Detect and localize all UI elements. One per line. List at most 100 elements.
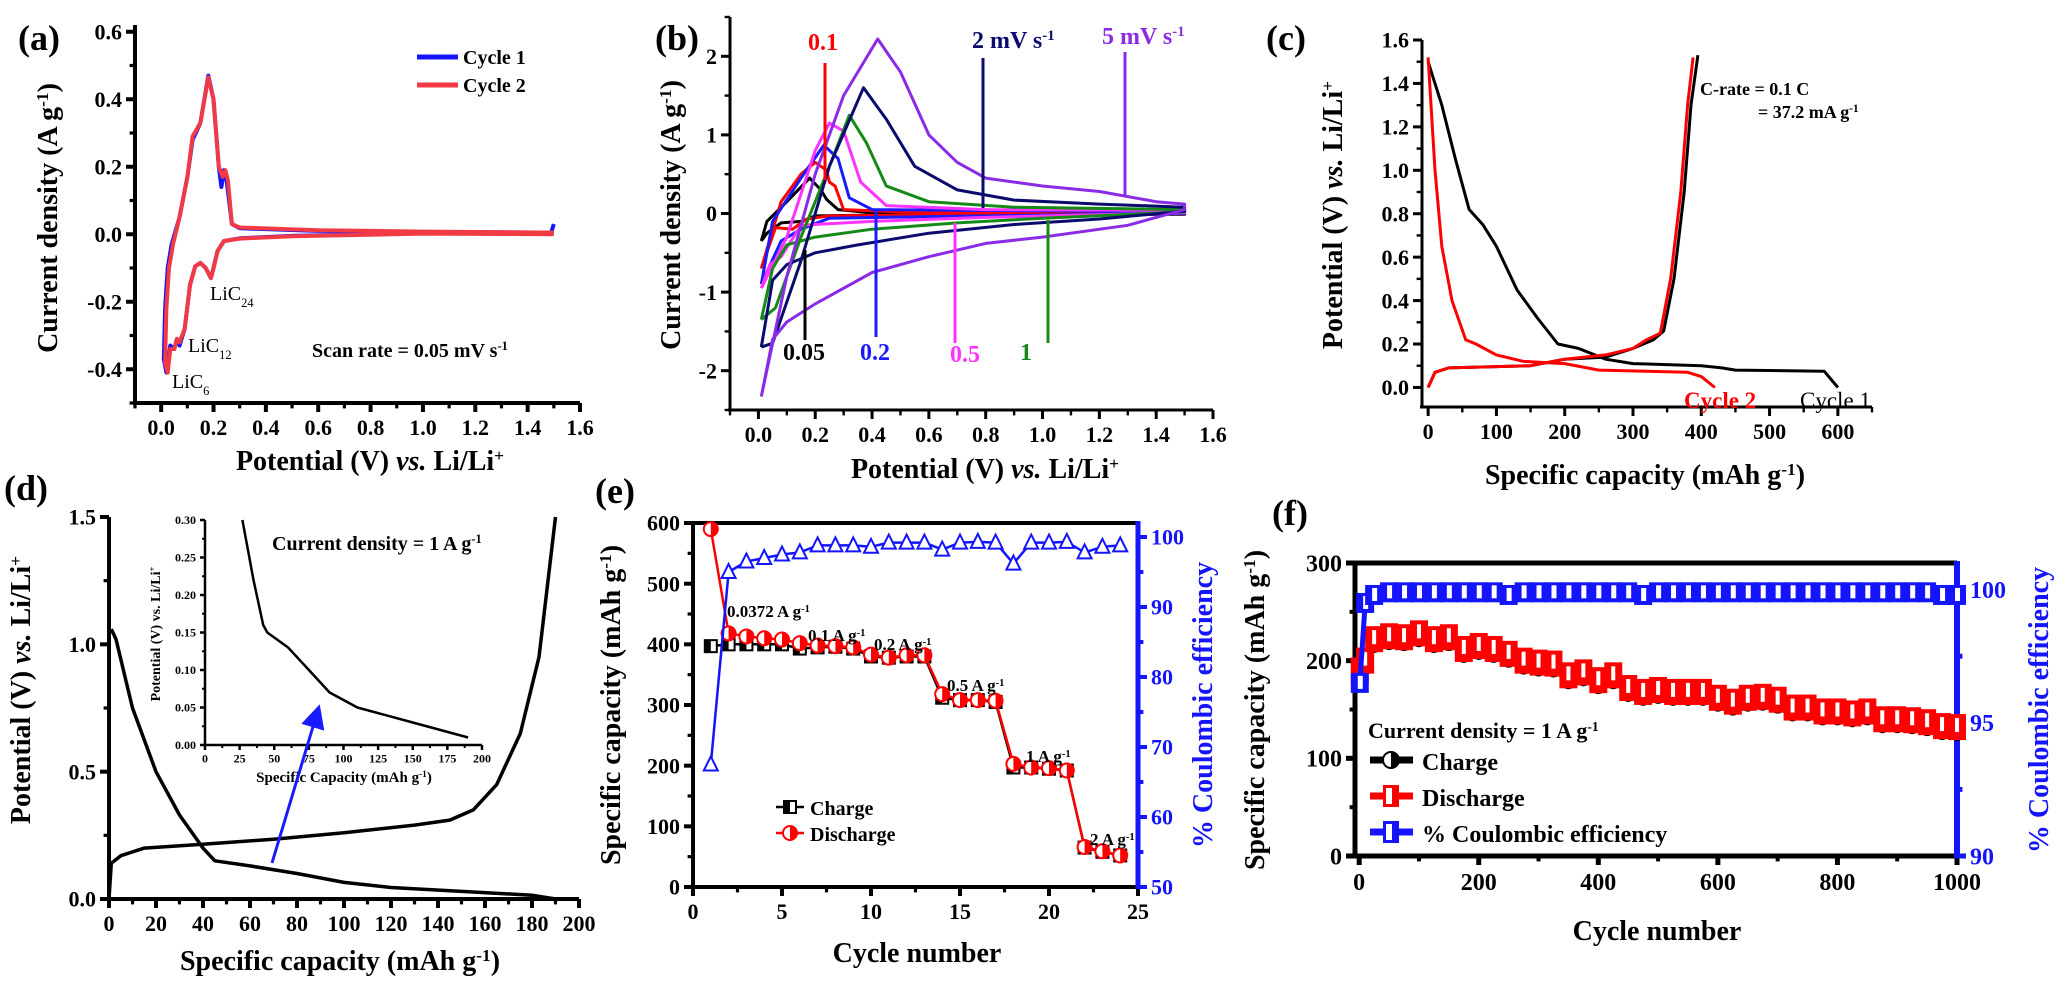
efficiency-marker [755, 547, 773, 565]
efficiency-marker [1004, 553, 1023, 571]
x-tick-label: 0.4 [252, 415, 280, 440]
y-axis-title-italic: vs. [6, 634, 37, 664]
rate-label: 2 A g-1 [1090, 830, 1135, 849]
x-axis-title-superscript: + [494, 446, 504, 465]
panel-c: 0 100 200 300 400 500 600 0.0 0.2 0.4 0.6 0.8 1.0 1.2… [1266, 18, 1874, 491]
efficiency-marker [951, 532, 969, 550]
x-tick-label: 0 [1423, 419, 1434, 444]
y-tick-label: 0.0 [95, 222, 123, 247]
annotation-current-density-superscript: -1 [471, 532, 481, 546]
efficiency-marker-inner [1880, 585, 1886, 599]
x-tick-label: 1.2 [462, 415, 490, 440]
efficiency-marker-inner [1820, 585, 1826, 599]
efficiency-marker-inner [1476, 585, 1482, 599]
right-axis-title: % Coulombic efficiency [1188, 562, 1219, 848]
discharge-marker-fill [977, 693, 985, 708]
discharge-marker-fill [960, 693, 968, 708]
y-axis-title-superscript: + [6, 556, 25, 566]
legend-label: Charge [1422, 750, 1498, 776]
legend: Cycle 1 Cycle 2 [417, 47, 526, 97]
efficiency-marker [915, 532, 934, 550]
x-tick-label: 0.8 [972, 422, 1000, 447]
efficiency-marker-inner [1387, 585, 1393, 599]
y-axis-title-text: ) [596, 545, 627, 554]
y-axis-title-text: ) [656, 80, 687, 89]
x-tick-label: 50 [268, 752, 280, 766]
panel-label: (a) [18, 18, 60, 58]
annotation-current-density-text: Current density = 1 A g [272, 533, 471, 555]
y-axis-title-superscript: + [1318, 81, 1337, 91]
discharge-marker-inner [1476, 637, 1481, 652]
rate-label-superscript: -1 [923, 637, 932, 648]
legend-marker-fill [784, 801, 790, 813]
efficiency-marker-inner [1581, 585, 1587, 599]
y-axis-title: Current density (A g-1) [656, 80, 688, 350]
y-tick-label: 1.0 [69, 632, 97, 657]
inset-pointer-arrow [270, 704, 325, 864]
right-tick-label: 80 [1151, 665, 1173, 690]
y-axis-title-superscript: -1 [596, 554, 615, 568]
discharge-marker-inner [1850, 704, 1855, 719]
efficiency-marker [880, 532, 898, 550]
panel-a: 0.0 0.2 0.4 0.6 0.8 1.0 1.2 1.4 1.6 -0.4 -0.2 0.0 0.… [18, 18, 594, 477]
x-tick-label: 80 [286, 911, 308, 936]
x-tick-label: 600 [1700, 870, 1736, 896]
x-tick-label: 1.4 [514, 415, 542, 440]
discharge-marker-inner [1363, 651, 1368, 666]
discharge-marker-fill [799, 636, 807, 651]
series-line [709, 528, 1121, 857]
inset-curve [241, 519, 469, 739]
annotation-text: LiC [188, 335, 219, 357]
x-tick-label: 400 [1685, 419, 1718, 444]
discharge-marker-inner [1760, 687, 1765, 702]
y-tick-label: 500 [647, 571, 680, 596]
discharge-marker-inner [1820, 702, 1825, 717]
series-label: 0.5 [950, 342, 980, 368]
x-tick-label: 25 [234, 752, 246, 766]
y-axis-title-superscript: + [147, 567, 157, 572]
annotation-text: LiC [210, 283, 241, 305]
x-tick-label: 300 [1617, 419, 1650, 444]
efficiency-marker-inner [1895, 585, 1901, 599]
efficiency-marker-inner [1685, 585, 1691, 599]
x-tick-label: 0.8 [357, 415, 385, 440]
gcd-curve [1426, 57, 1716, 389]
discharge-marker-inner [1865, 702, 1870, 717]
y-tick-label: 200 [1306, 649, 1342, 675]
rate-label-text: 0.5 A g [947, 676, 996, 695]
discharge-marker-inner [1446, 628, 1451, 643]
gcd-curve [1426, 57, 1695, 389]
efficiency-marker [773, 544, 791, 562]
y-tick-label: 300 [1306, 551, 1342, 577]
efficiency-marker-inner [1566, 585, 1572, 599]
discharge-marker-fill [1013, 756, 1021, 771]
annotation-text: LiC [172, 371, 203, 393]
y-tick-label: -1 [699, 280, 717, 305]
rate-label-text: 2 A g [1090, 830, 1126, 849]
y-tick-label: 0 [706, 201, 717, 226]
y-tick-label: -0.4 [87, 357, 122, 382]
discharge-marker-inner [1805, 698, 1810, 713]
discharge-marker-fill [1031, 760, 1039, 775]
discharge-marker-inner [1715, 688, 1720, 703]
discharge-marker-inner [1880, 710, 1885, 725]
discharge-marker-fill [1049, 761, 1056, 776]
charge-marker-fill [740, 638, 747, 651]
x-tick-label: 0.2 [801, 422, 829, 447]
efficiency-marker-inner [1790, 585, 1796, 599]
x-axis-title-superscript: -1 [419, 770, 427, 780]
x-tick-label: 600 [1821, 419, 1854, 444]
curve-label-cycle-1: Cycle 1 [1800, 388, 1871, 413]
x-tick-label: 0.0 [147, 415, 175, 440]
gcd-curve [107, 516, 558, 900]
y-tick-label: 1.4 [1382, 71, 1410, 96]
annotation: Scan rate = 0.05 mV s-1 [312, 339, 508, 362]
discharge-marker-inner [1521, 651, 1526, 666]
efficiency-marker-inner [1446, 585, 1452, 599]
discharge-marker-fill [1120, 848, 1128, 863]
discharge-marker-fill [764, 631, 772, 646]
x-tick-label: 120 [375, 911, 408, 936]
y-tick-label: 1.5 [69, 505, 97, 530]
right-tick-label: 90 [1970, 844, 1994, 870]
